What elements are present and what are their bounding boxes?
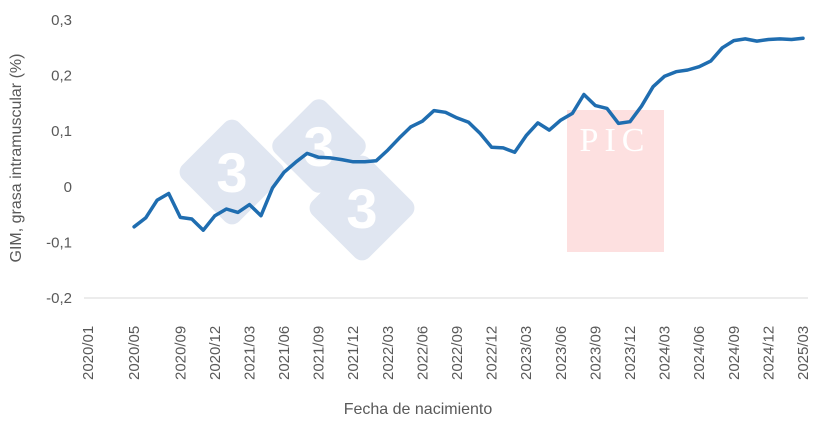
y-axis-title: GIM, grasa intramuscular (%): [8, 54, 25, 263]
y-tick-label: -0,2: [46, 290, 72, 307]
watermark-digit: 3: [216, 141, 247, 204]
x-tick-label: 2023/03: [518, 326, 535, 380]
watermark-pic-text: PIC: [580, 122, 651, 159]
x-tick-label: 2023/09: [587, 326, 604, 380]
x-tick-label: 2023/06: [553, 326, 570, 380]
y-tick-label: 0,2: [51, 68, 72, 85]
x-tick-label: 2022/06: [414, 326, 431, 380]
x-tick-label: 2024/12: [760, 326, 777, 380]
x-tick-label: 2021/06: [276, 326, 293, 380]
y-tick-label: -0,1: [46, 234, 72, 251]
x-tick-label: 2020/05: [126, 326, 143, 380]
x-tick-label: 2020/09: [172, 326, 189, 380]
x-tick-label: 2022/12: [484, 326, 501, 380]
x-tick-label: 2022/09: [449, 326, 466, 380]
watermark-pic-logo: PIC: [567, 110, 664, 252]
watermark-diamond: [272, 99, 366, 193]
x-tick-label: 2023/12: [622, 326, 639, 380]
y-axis-ticks: -0,2 -0,1 0 0,1 0,2 0,3: [46, 12, 72, 307]
y-tick-label: 0: [64, 179, 72, 196]
x-tick-label: 2020/12: [207, 326, 224, 380]
watermark-digit: 3: [303, 115, 334, 178]
watermark-diamond: [309, 155, 415, 261]
series-line: [132, 36, 805, 232]
x-axis-ticks: 2020/01 2020/05 2020/09 2020/12 2021/03 2021/…: [80, 326, 812, 380]
x-axis-title: Fecha de nacimiento: [344, 401, 493, 418]
watermark-diamond: [179, 119, 285, 225]
y-tick-label: 0,1: [51, 123, 72, 140]
x-tick-label: 2024/09: [726, 326, 743, 380]
x-tick-label: 2022/03: [380, 326, 397, 380]
x-tick-label: 2021/12: [345, 326, 362, 380]
x-tick-label: 2025/03: [795, 326, 812, 380]
x-tick-label: 2024/06: [691, 326, 708, 380]
x-tick-label: 2021/03: [242, 326, 259, 380]
watermark-digit: 3: [346, 177, 377, 240]
watermark-pic-block: [567, 110, 664, 252]
x-tick-label: 2020/01: [80, 326, 97, 380]
x-tick-label: 2021/09: [311, 326, 328, 380]
x-tick-label: 2024/03: [657, 326, 674, 380]
y-tick-label: 0,3: [51, 12, 72, 29]
watermark-333-logo: 3 3 3: [179, 99, 415, 261]
